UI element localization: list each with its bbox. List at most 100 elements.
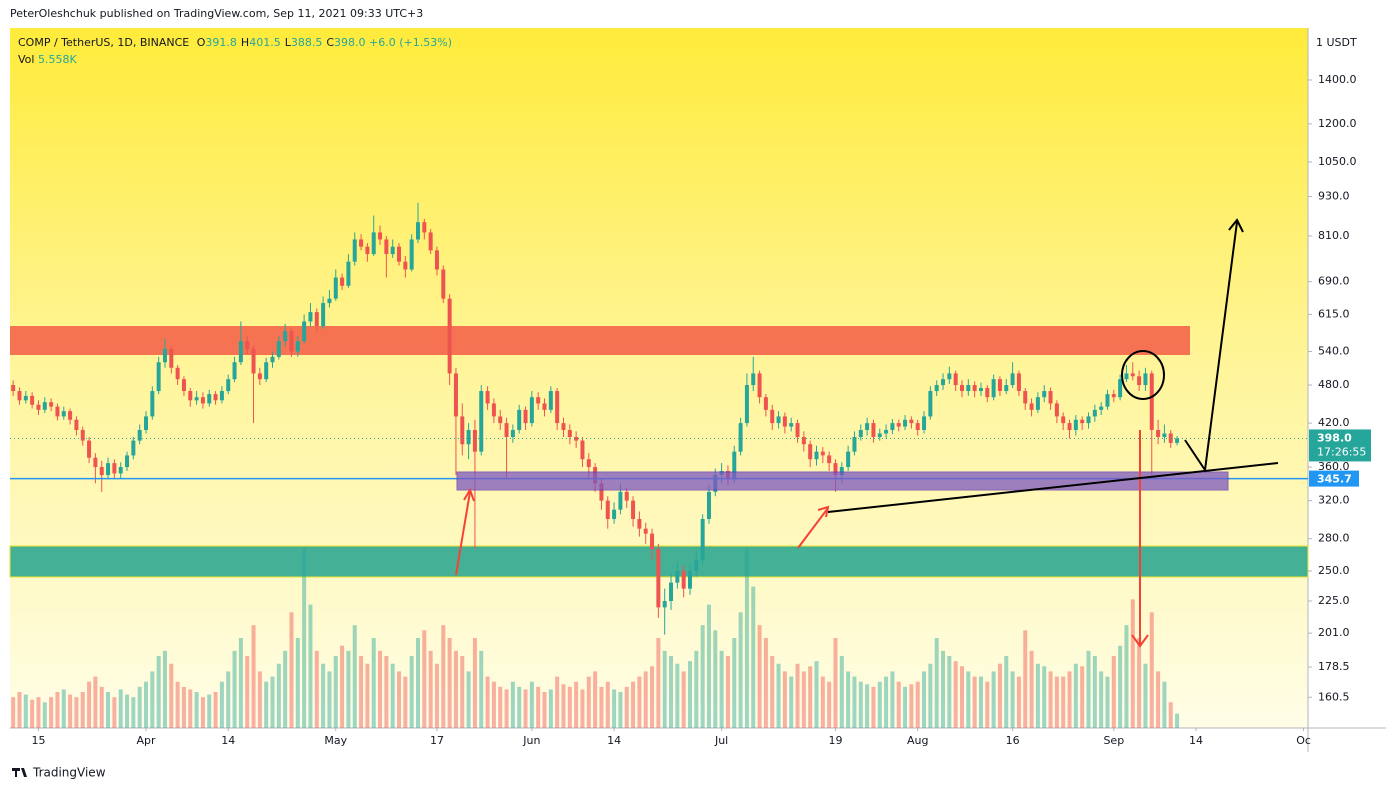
plot (10, 202, 1308, 728)
y-tick-label: 615.0 (1318, 307, 1350, 320)
candle-body (371, 232, 376, 255)
volume-bar (1156, 671, 1161, 728)
volume-bar (264, 681, 269, 728)
volume-bar (1042, 666, 1047, 728)
volume-bar (529, 681, 534, 728)
volume-bar (833, 638, 838, 728)
y-tick-label: 480.0 (1318, 378, 1350, 391)
volume-bar (61, 689, 66, 728)
volume-bar (188, 689, 193, 728)
candle-body (561, 423, 566, 430)
volume-bar (42, 702, 47, 728)
volume-bar (884, 676, 889, 728)
candle-body (941, 379, 946, 386)
volume-bar (744, 548, 749, 728)
candle-body (934, 385, 939, 392)
y-tick-label: 1400.0 (1318, 73, 1357, 86)
candle-body (472, 429, 477, 452)
volume-bar (877, 681, 882, 728)
candle-body (1029, 403, 1034, 410)
level-label: 345.7 (1317, 473, 1352, 486)
ohlc-key: H (240, 36, 250, 49)
candle-body (74, 419, 79, 430)
candle-body (1016, 373, 1021, 392)
volume-bar (593, 671, 598, 728)
candle-body (213, 394, 218, 401)
candle-body (877, 433, 882, 438)
plot-background (10, 28, 1308, 728)
volume-bar (504, 689, 509, 728)
candle-body (93, 457, 98, 468)
candle-body (1086, 416, 1091, 424)
volume-bar (156, 656, 161, 728)
volume-bar (757, 625, 762, 728)
candle-body (403, 261, 408, 270)
candle-body (757, 373, 762, 398)
volume-bar (1035, 663, 1040, 728)
volume-bar (789, 676, 794, 728)
candle-body (631, 500, 636, 520)
volume-bar (466, 671, 471, 728)
volume-bar (865, 684, 870, 728)
ohlc-value: 398.0 (334, 36, 366, 49)
candle-body (675, 570, 680, 583)
volume-bar (643, 671, 648, 728)
candle-body (365, 246, 370, 255)
candle-body (1004, 385, 1009, 392)
candle-body (738, 423, 743, 452)
volume-bar (415, 638, 420, 728)
ohlc-value: 391.8 (205, 36, 237, 49)
volume-bar (732, 638, 737, 728)
volume-bar (922, 671, 927, 728)
arrow-head (1228, 218, 1244, 233)
volume-bar (333, 656, 338, 728)
volume-bar (1061, 676, 1066, 728)
volume-bar (137, 686, 142, 728)
candle-body (833, 463, 838, 476)
volume-bar (74, 697, 79, 728)
candle-body (238, 341, 243, 363)
candle-body (251, 348, 256, 374)
volume-bar (213, 692, 218, 728)
candle-body (650, 533, 655, 550)
candle-body (30, 395, 35, 405)
volume-bar (428, 650, 433, 728)
candle-body (978, 388, 983, 392)
candle-body (909, 419, 914, 424)
x-tick-label: 19 (828, 734, 842, 747)
candle-body (618, 491, 623, 510)
volume-bar (162, 650, 167, 728)
volume-bar (68, 694, 73, 728)
candle-body (669, 582, 674, 602)
candle-body (175, 367, 180, 380)
volume-bar (700, 625, 705, 728)
y-tick-label: 1200.0 (1318, 117, 1357, 130)
volume-bar (1149, 612, 1154, 728)
volume-bar (820, 676, 825, 728)
volume-bar (953, 661, 958, 728)
x-tick-label: Jun (522, 734, 540, 747)
candle-body (333, 277, 338, 299)
volume-bar (1168, 702, 1173, 728)
candle-body (460, 416, 465, 445)
x-tick-label: Apr (136, 734, 156, 747)
volume-bar (131, 697, 136, 728)
x-tick-label: 15 (31, 734, 45, 747)
volume-bar (934, 638, 939, 728)
volume-bar (245, 656, 250, 728)
candle-body (466, 429, 471, 445)
candle-body (947, 373, 952, 380)
last-price-label: 398.0 (1317, 431, 1352, 444)
candle-body (232, 362, 237, 380)
candle-body (162, 348, 167, 363)
candle-body (656, 549, 661, 608)
candle-body (839, 467, 844, 476)
volume-bar (125, 694, 130, 728)
published-note: PeterOleshchuk published on TradingView.… (10, 7, 424, 20)
volume-bar (795, 663, 800, 728)
volume-bar (947, 656, 952, 728)
candle-body (68, 411, 73, 420)
volume-bar (561, 684, 566, 728)
volume-line: Vol 5.558K (18, 53, 77, 66)
